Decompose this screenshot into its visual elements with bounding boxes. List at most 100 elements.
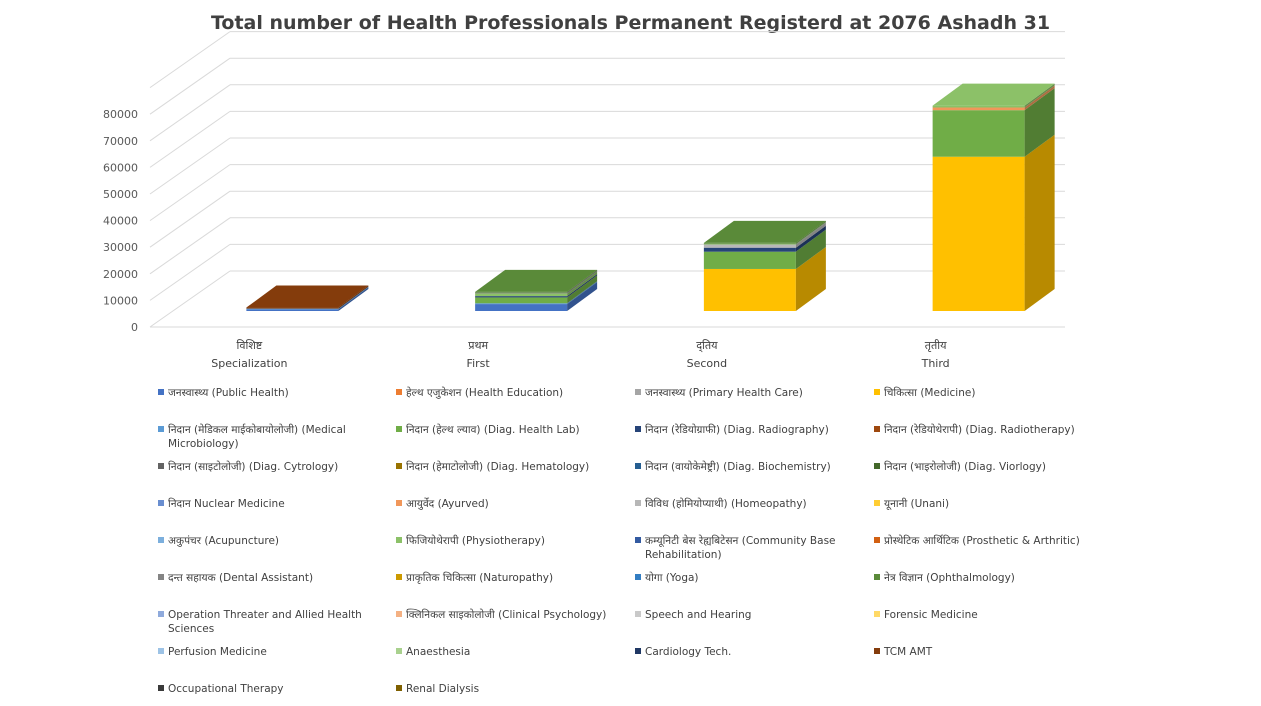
legend-label: Speech and Hearing: [645, 609, 752, 621]
side-gridline: [149, 31, 231, 89]
legend-swatch: [158, 648, 164, 654]
legend-label: निदान (हेल्थ ल्याव) (Diag. Health Lab): [406, 424, 580, 436]
y-tick-label: 0: [131, 321, 138, 334]
legend-swatch: [635, 648, 641, 654]
bar-top: [932, 83, 1055, 106]
category-label-line2: First: [466, 357, 490, 370]
bar-segment: [703, 268, 796, 311]
bar-segment: [703, 243, 796, 245]
bar-segment-side: [567, 281, 598, 305]
bar-top: [475, 269, 598, 292]
legend-swatch: [635, 426, 641, 432]
legend-label: निदान (भाइरोलोजी) (Diag. Viorlogy): [884, 461, 1046, 473]
legend-swatch: [874, 426, 880, 432]
legend-swatch: [396, 611, 402, 617]
legend-swatch: [396, 500, 402, 506]
legend-label: Perfusion Medicine: [168, 646, 267, 658]
legend-swatch: [874, 389, 880, 395]
bar-segment-side: [795, 225, 826, 252]
bar-segment: [703, 244, 796, 248]
legend-swatch: [396, 463, 402, 469]
bar-segment-side: [567, 269, 598, 293]
bar-segment-side: [567, 275, 598, 304]
category-label-line2: Third: [921, 357, 950, 370]
legend-swatch: [635, 500, 641, 506]
legend-label: विविध (होमियोप्याथी) (Homeopathy): [645, 498, 807, 510]
bar-segment: [475, 293, 568, 297]
bar-segment-side: [1024, 88, 1055, 157]
bar-segment: [475, 292, 568, 294]
legend-label: निदान (साइटोलोजी) (Diag. Cytrology): [168, 461, 339, 473]
bar-segment: [246, 309, 339, 311]
category-label-line1: प्रथम: [468, 339, 489, 352]
legend-label: जनस्वास्थ्य (Primary Health Care): [645, 387, 803, 399]
legend-swatch: [874, 611, 880, 617]
bar-segment-side: [795, 220, 826, 244]
bar-segment: [932, 110, 1025, 157]
bar-segment-side: [567, 274, 598, 298]
category-label: तृतीय Third: [856, 337, 1016, 373]
legend-label: निदान (रेडियोथेरापी) (Diag. Radiotherapy…: [884, 424, 1075, 436]
y-tick-label: 70000: [103, 135, 138, 148]
bar-segment: [246, 308, 339, 310]
category-label-line1: द्तिय: [696, 339, 718, 352]
bar-segment: [475, 304, 568, 311]
legend-label: प्रोस्थेटिक आर्थिटिक (Prosthetic & Arthr…: [884, 535, 1080, 547]
bar-segment: [932, 107, 1025, 111]
bar-segment: [703, 247, 796, 252]
bar-segment-side: [567, 270, 598, 294]
bar-segment: [475, 291, 568, 293]
legend-label: हेल्थ एजुकेशन (Health Education): [406, 387, 564, 399]
legend-swatch: [158, 389, 164, 395]
legend-label: यूनानी (Unani): [884, 498, 950, 510]
side-gridline: [149, 243, 231, 301]
legend-label: निदान (मेडिकल माईकोबायोलोजी) (Medical Mi…: [168, 424, 346, 450]
legend-swatch: [635, 574, 641, 580]
legend-swatch: [158, 500, 164, 506]
plot-area: 0 10000 20000 30000 40000 50000 60000 70000 8000…: [103, 31, 1065, 334]
legend-swatch: [158, 685, 164, 691]
legend-swatch: [874, 648, 880, 654]
y-tick-label: 20000: [103, 268, 138, 281]
legend-label: Cardiology Tech.: [645, 646, 732, 658]
bar-segment-side: [338, 287, 369, 311]
bar-segment: [475, 303, 568, 305]
legend-label: निदान Nuclear Medicine: [168, 498, 285, 510]
legend-swatch: [635, 611, 641, 617]
legend-label: Forensic Medicine: [884, 609, 978, 621]
bar-segment-side: [795, 246, 826, 311]
y-tick-label: 40000: [103, 215, 138, 228]
bar-segment: [703, 251, 796, 269]
legend-swatch: [396, 426, 402, 432]
bar-segment: [932, 156, 1025, 311]
bar-top: [246, 285, 369, 308]
legend-swatch: [635, 463, 641, 469]
legend-label: अकुपंचर (Acupuncture): [168, 535, 280, 547]
bar-segment: [475, 296, 568, 298]
bar-segment: [475, 297, 568, 304]
bar-segment-side: [338, 286, 369, 310]
side-gridline: [149, 190, 231, 248]
legend-swatch: [158, 611, 164, 617]
y-tick-label: 60000: [103, 161, 138, 174]
legend-swatch: [635, 389, 641, 395]
bar-segment: [932, 105, 1025, 108]
bar-segment-side: [567, 282, 598, 311]
legend-label: Anaesthesia: [406, 646, 471, 658]
side-gridline: [149, 217, 231, 275]
legend-label: फिजियोथेरापी (Physiotherapy): [406, 535, 545, 547]
legend-label: प्राकृतिक चिकित्सा (Naturopathy): [406, 572, 554, 584]
side-gridline: [149, 110, 231, 168]
legend-swatch: [874, 463, 880, 469]
legend-label: Renal Dialysis: [406, 683, 480, 695]
legend-label: निदान (हेमाटोलोजी) (Diag. Hematology): [406, 461, 590, 473]
legend-label: निदान (वायोकेमेष्ट्री) (Diag. Biochemist…: [645, 461, 831, 473]
bar-segment-side: [795, 221, 826, 245]
y-tick-label: 30000: [103, 241, 138, 254]
bar-segment-side: [1024, 134, 1055, 311]
legend-swatch: [158, 463, 164, 469]
category-label-line1: तृतीय: [924, 339, 947, 352]
legend-label: निदान (रेडियोग्राफी) (Diag. Radiography): [645, 424, 829, 436]
legend-swatch: [158, 574, 164, 580]
y-tick-label: 10000: [103, 294, 138, 307]
